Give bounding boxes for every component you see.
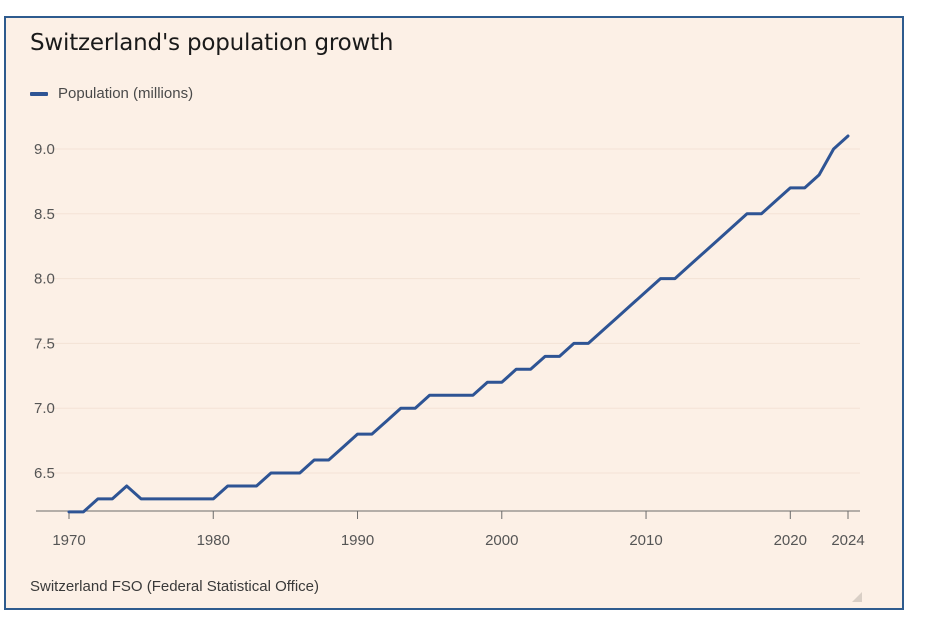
x-tick-label: 1980 bbox=[197, 532, 230, 549]
x-axis-ticks: 1970 1980 1990 2000 2010 2020 2024 bbox=[36, 510, 865, 549]
y-tick-label: 8.0 bbox=[34, 271, 55, 288]
x-tick-label: 2000 bbox=[485, 532, 518, 549]
grid-layer bbox=[36, 148, 860, 474]
x-tick-label: 1970 bbox=[52, 532, 85, 549]
chart-source: Switzerland FSO (Federal Statistical Off… bbox=[30, 578, 319, 595]
chart-legend: Population (millions) bbox=[30, 85, 193, 102]
series-line-population bbox=[67, 134, 850, 514]
y-tick-label: 9.0 bbox=[34, 141, 55, 158]
x-tick-label: 2024 bbox=[831, 532, 864, 549]
legend-label: Population (millions) bbox=[58, 85, 194, 102]
x-tick-label: 2020 bbox=[774, 532, 807, 549]
y-tick-label: 6.5 bbox=[34, 465, 55, 482]
resize-grip-icon bbox=[852, 592, 862, 602]
y-tick-label: 7.5 bbox=[34, 335, 55, 352]
legend-swatch bbox=[30, 91, 48, 96]
y-tick-label: 8.5 bbox=[34, 206, 55, 223]
x-tick-label: 2010 bbox=[629, 532, 662, 549]
series-layer bbox=[67, 134, 850, 514]
chart-title: Switzerland's population growth bbox=[30, 30, 394, 56]
y-tick-label: 7.0 bbox=[34, 400, 55, 417]
y-axis-ticks: 6.5 7.0 7.5 8.0 8.5 9.0 bbox=[34, 141, 55, 482]
x-tick-label: 1990 bbox=[341, 532, 374, 549]
